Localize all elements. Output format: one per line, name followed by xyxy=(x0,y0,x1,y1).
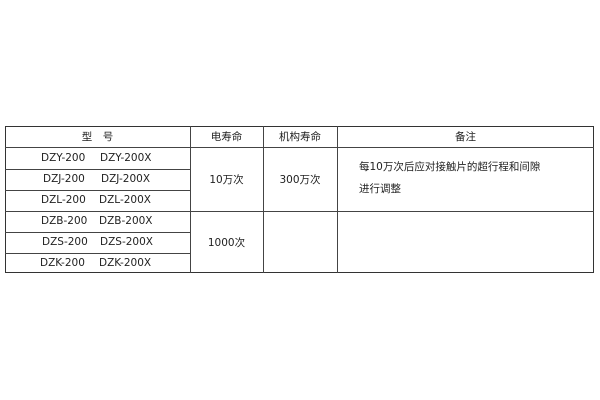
header-remarks: 备注 xyxy=(455,131,476,143)
header-electrical-life: 电寿命 xyxy=(210,131,243,143)
model-a: DZB-200 xyxy=(41,215,88,227)
group1-mechanical-life: 300万次 xyxy=(279,173,321,186)
header-model: 型 号 xyxy=(81,131,114,143)
group2-mechanical-life xyxy=(263,211,337,273)
model-b: DZS-200X xyxy=(100,236,153,248)
group1-electrical-life: 10万次 xyxy=(209,173,244,186)
remark-line-1: 每10万次后应对接触片的超行程和间隙 xyxy=(359,161,541,173)
group2-electrical-life: 1000次 xyxy=(207,236,246,249)
model-a: DZL-200 xyxy=(41,194,86,206)
model-b: DZJ-200X xyxy=(101,173,151,185)
model-b: DZY-200X xyxy=(100,152,152,164)
divider xyxy=(190,126,191,273)
model-b: DZK-200X xyxy=(99,257,152,269)
divider xyxy=(5,253,190,254)
model-b: DZL-200X xyxy=(99,194,151,206)
model-a: DZS-200 xyxy=(42,236,88,248)
model-b: DZB-200X xyxy=(99,215,153,227)
divider xyxy=(5,147,594,148)
divider xyxy=(337,126,338,273)
divider xyxy=(263,126,264,273)
divider xyxy=(5,211,594,212)
model-a: DZJ-200 xyxy=(43,173,85,185)
model-a: DZY-200 xyxy=(41,152,86,164)
remark-line-2: 进行调整 xyxy=(359,183,401,195)
divider xyxy=(5,169,190,170)
header-mechanical-life: 机构寿命 xyxy=(279,131,321,143)
divider xyxy=(5,190,190,191)
model-a: DZK-200 xyxy=(40,257,85,269)
spec-table xyxy=(5,126,594,273)
group2-remarks xyxy=(337,211,594,273)
divider xyxy=(5,232,190,233)
